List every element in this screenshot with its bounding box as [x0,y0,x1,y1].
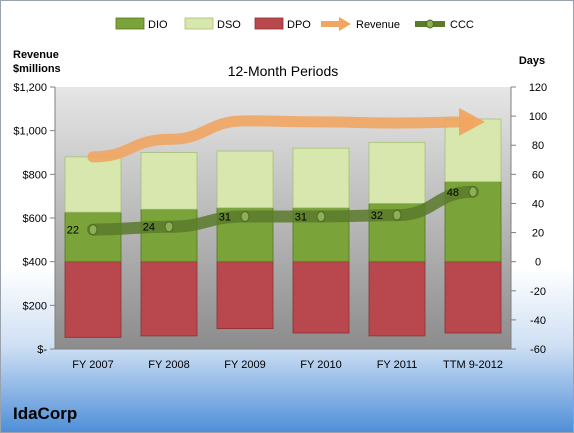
ccc-marker [316,211,326,223]
ccc-data-label: 31 [219,212,231,224]
right-tick-label: 120 [529,82,547,94]
left-tick-label: $600 [23,213,47,225]
bar-dso [292,147,350,209]
left-tick-label: $1,000 [13,126,47,138]
left-tick-label: $1,200 [13,82,47,94]
legend-arrowhead-revenue [339,17,351,31]
bar-dso [444,118,502,183]
right-tick-label: 100 [529,111,547,123]
x-tick-label: FY 2010 [300,359,341,371]
legend-swatch-dio [115,17,145,30]
legend-swatch-dso [184,17,214,30]
ccc-marker [88,224,98,236]
right-axis-title: Days [519,55,545,67]
left-axis-title: Revenue [13,49,59,61]
x-tick-label: FY 2007 [72,359,113,371]
bar-dpo [292,261,350,334]
bar-dpo [368,261,426,337]
x-tick-label: FY 2008 [148,359,189,371]
ccc-data-label: 31 [295,212,307,224]
ccc-marker [468,186,478,198]
legend-label-revenue: Revenue [356,19,400,31]
legend-label-ccc: CCC [450,19,474,31]
bar-dso [140,152,198,210]
bar-dpo [64,261,122,338]
revenue-line [87,115,474,163]
bar-dio [140,208,198,263]
right-tick-label: 80 [532,140,544,152]
chart-title: 12-Month Periods [228,63,339,79]
right-tick-label: -40 [530,315,546,327]
x-tick-label: FY 2009 [224,359,265,371]
x-tick-label: FY 2011 [377,359,418,371]
left-tick-label: $400 [23,257,47,269]
right-tick-label: -20 [530,286,546,298]
legend-label-dso: DSO [217,19,241,31]
left-tick-label: $200 [23,300,47,312]
ccc-data-label: 48 [447,187,459,199]
right-tick-label: 20 [532,228,544,240]
bar-dio [64,211,122,263]
ccc-marker [164,221,174,233]
right-tick-label: 0 [535,257,541,269]
bar-dso [216,150,274,209]
bar-dpo [140,261,198,337]
ccc-data-label: 24 [143,222,155,234]
left-axis-title-line2: $millions [13,63,61,75]
left-tick-label: $- [37,344,47,356]
bar-dpo [444,261,502,334]
revenue-arrowhead [459,107,485,136]
company-name: IdaCorp [13,404,78,423]
legend-swatch-dpo [254,17,284,30]
bar-dso [368,141,426,204]
ccc-data-label: 22 [67,225,79,237]
x-tick-label: TTM 9-2012 [443,359,503,371]
ccc-data-label: 32 [371,210,383,222]
right-tick-label: 40 [532,198,544,210]
ccc-marker [392,209,402,221]
legend-label-dpo: DPO [287,19,311,31]
bar-dso [64,156,122,213]
ccc-line [87,185,479,236]
right-tick-label: -60 [530,344,546,356]
left-tick-label: $800 [23,169,47,181]
legend-marker-ccc [426,19,434,29]
legend-label-dio: DIO [148,19,168,31]
ccc-marker [240,211,250,223]
bar-dpo [216,261,274,330]
right-tick-label: 60 [532,169,544,181]
